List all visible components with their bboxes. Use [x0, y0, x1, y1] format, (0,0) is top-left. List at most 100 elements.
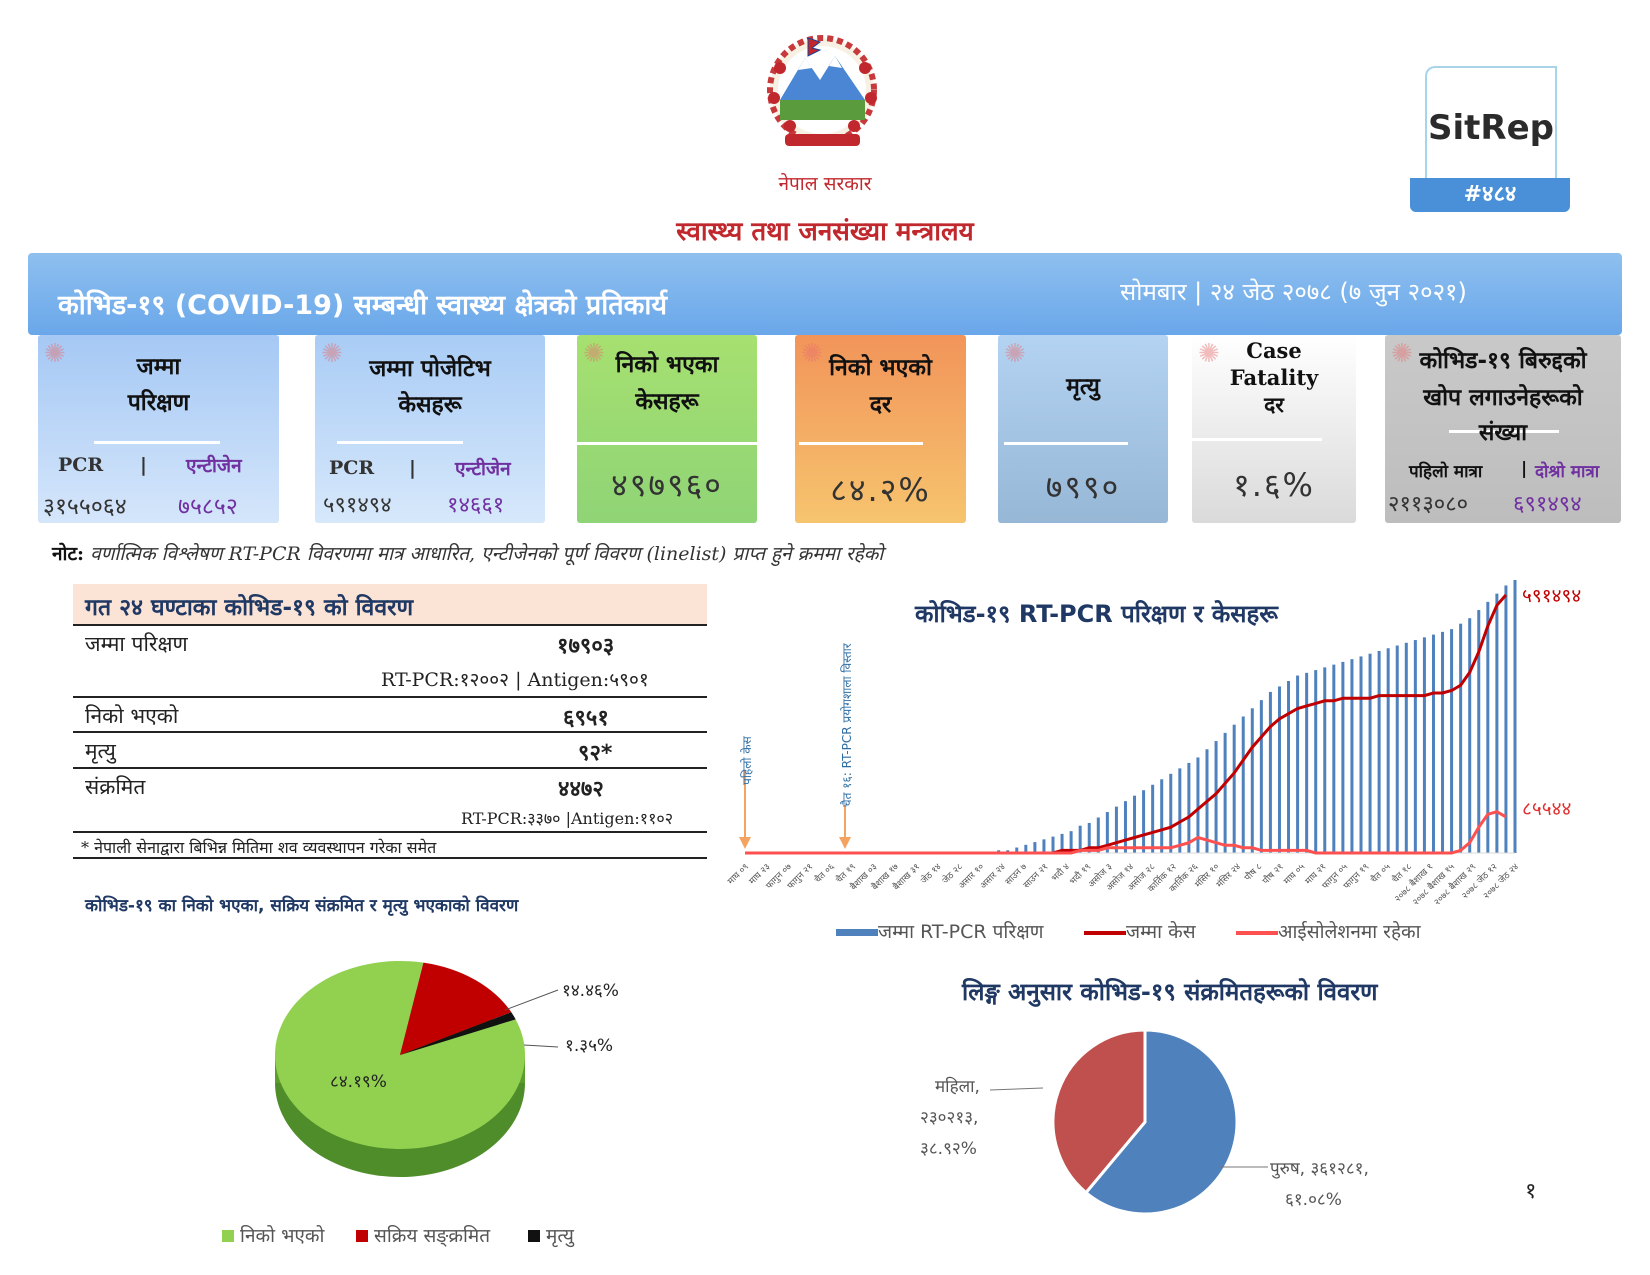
female-slice — [1051, 1028, 1147, 1195]
pcr-label: PCR — [58, 454, 104, 476]
test-bar — [1450, 629, 1454, 853]
report-banner — [28, 253, 1622, 335]
sitrep-number: #४८४ — [1410, 178, 1570, 212]
card-title: कोभिड-१९ बिरुद्दको — [1419, 348, 1587, 374]
isolation-line — [745, 810, 1507, 855]
x-tick-labels: माघ ०९माघ २३फागुन ०७फागुन २१चैत ०६चैत १९… — [726, 860, 1521, 907]
divider — [337, 441, 463, 444]
separator: | — [409, 457, 416, 479]
card-title: संख्या — [1478, 420, 1528, 446]
note: नोट: वर्णात्मिक विश्लेषण RT-PCR विवरणमा … — [52, 540, 883, 566]
card-vaccinated: ✺ कोभिड-१९ बिरुद्दको खोप लगाउनेहरूको संख… — [1385, 335, 1621, 523]
test-bar — [1214, 741, 1218, 853]
male-label: पुरुष, ३६१२८१, — [1270, 1159, 1369, 1179]
legend-label: जम्मा केस — [1126, 921, 1196, 943]
x-tick-label: मंसिर २४ — [1214, 860, 1244, 890]
test-bar — [1151, 784, 1155, 853]
card-title: Case — [1246, 338, 1302, 363]
row-label: जम्मा परिक्षण — [85, 632, 188, 656]
test-bar — [1160, 779, 1164, 853]
test-bar — [1422, 637, 1426, 853]
deaths-value: ७९९० — [1045, 468, 1121, 506]
table-row: जम्मा परिक्षण १७९०३ RT-PCR:१२००२ | Antig… — [73, 624, 707, 696]
annotation-first-case: पहिलो केस — [740, 735, 754, 785]
test-bar — [1459, 623, 1463, 853]
divider — [1449, 430, 1559, 433]
row-label: निको भएको — [85, 704, 179, 728]
antigen-label: एन्टीजेन — [455, 458, 511, 480]
table-row: निको भएको ६९५१ — [73, 696, 707, 731]
row-label: मृत्यु — [85, 739, 116, 763]
male-pct: ६१.०८% — [1285, 1190, 1342, 1210]
recovered-slice — [275, 961, 525, 1149]
card-title: जम्मा पोजेटिभ — [369, 356, 491, 382]
test-bar — [1169, 773, 1173, 853]
test-bar — [1223, 732, 1227, 853]
leader-line — [504, 989, 559, 1011]
test-bar — [1114, 806, 1118, 853]
active-pct: १४.४६% — [562, 981, 619, 1001]
x-tick-label: माघ ०५ — [1282, 862, 1307, 887]
virus-icon: ✺ — [801, 339, 823, 369]
test-bar — [1413, 640, 1417, 853]
test-bar — [1024, 844, 1028, 853]
card-title: निको भएका — [615, 352, 719, 378]
pcr-value: ५९१४९४ — [323, 493, 392, 518]
annotation-arrow-head — [839, 837, 851, 849]
test-bar — [1277, 686, 1281, 853]
virus-icon: ✺ — [1198, 339, 1220, 369]
virus-icon: ✺ — [583, 339, 605, 369]
test-bar — [1431, 634, 1435, 853]
test-bar — [1477, 610, 1481, 853]
antigen-value: १४६६१ — [447, 493, 505, 518]
test-bar — [1241, 716, 1245, 853]
dose2-label: दोश्रो मात्रा — [1535, 462, 1600, 482]
row-value: ९२* — [578, 741, 613, 766]
pcr-value: ३१५५०६४ — [43, 494, 127, 520]
annotation-arrow-head — [739, 837, 751, 849]
recovery-rate-value: ८४.२% — [830, 471, 931, 509]
legend-swatch — [1084, 930, 1126, 935]
x-tick-label: चैत ०५ — [1368, 860, 1393, 885]
test-bar — [1051, 836, 1055, 853]
card-title: निको भएको — [829, 355, 932, 381]
card-title: दर — [1264, 393, 1284, 417]
test-bar — [1123, 801, 1127, 853]
recovered-value: ४९७९६० — [611, 466, 723, 504]
legend-label: मृत्यु — [546, 1225, 574, 1247]
row-value: ४४७२ — [558, 777, 604, 802]
test-bars — [997, 580, 1517, 853]
report-date: सोमबार | २४ जेठ २०७८ (७ जुन २०२१) — [1120, 278, 1467, 306]
test-bar — [1069, 831, 1073, 853]
row-sub: RT-PCR:१२००२ | Antigen:५९०१ — [381, 669, 649, 691]
x-tick-label: पौष २१ — [1260, 861, 1286, 887]
card-deaths: ✺ मृत्यु ७९९० — [998, 335, 1168, 523]
active-slice — [400, 962, 512, 1055]
test-bar — [1495, 593, 1499, 853]
test-bar — [1377, 650, 1381, 853]
card-title: केसहरू — [398, 392, 462, 418]
legend-swatch — [836, 929, 878, 936]
test-bar — [1305, 672, 1309, 853]
test-bar — [1359, 656, 1363, 853]
test-bar — [1042, 839, 1046, 853]
test-bar — [1133, 795, 1137, 853]
card-title: दर — [869, 392, 892, 418]
page-number: १ — [1525, 1179, 1537, 1204]
test-bar — [1015, 847, 1019, 853]
legend-item: सक्रिय सङ्क्रमित — [356, 1222, 490, 1248]
divider — [577, 442, 757, 445]
test-bar — [1087, 822, 1091, 853]
sitrep-frame — [1425, 66, 1557, 178]
nepal-government-emblem — [767, 35, 877, 146]
divider — [799, 442, 923, 445]
divider — [94, 441, 220, 444]
recovered-pct: ८४.१९% — [330, 1072, 387, 1092]
test-bar — [1504, 585, 1508, 853]
table-row: मृत्यु ९२* — [73, 731, 707, 767]
table-title: गत २४ घण्टाका कोभिड-१९ को विवरण — [85, 595, 414, 621]
test-bar — [1513, 580, 1517, 853]
card-case-fatality: ✺ Case Fatality दर १.६% — [1192, 335, 1356, 523]
test-bar — [1096, 817, 1100, 853]
leader-line — [989, 1087, 1044, 1091]
